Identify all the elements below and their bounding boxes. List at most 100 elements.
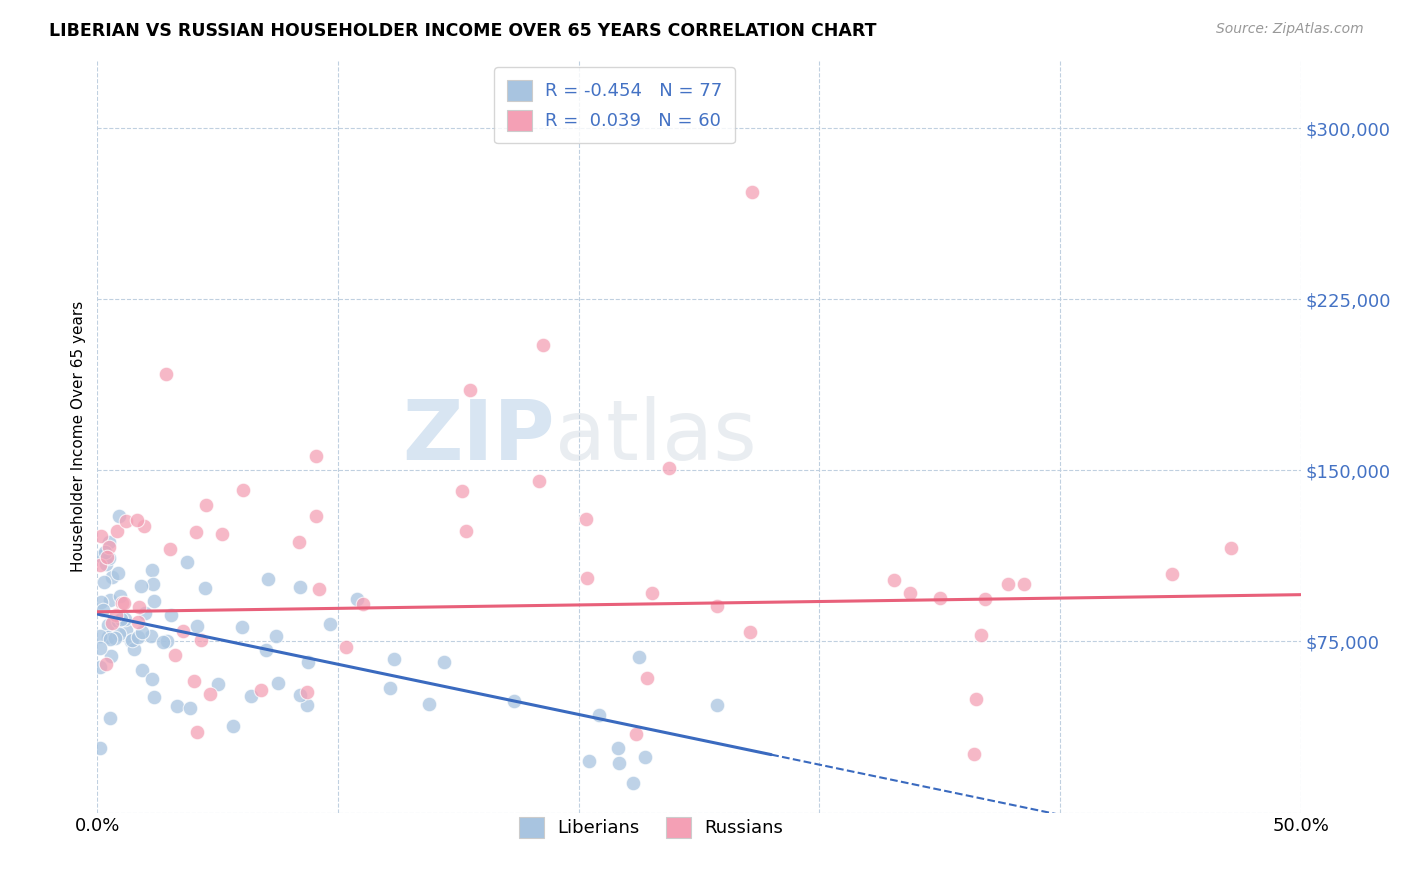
Point (974, 591, 997, 606)
Point (308, 582, 330, 596)
Point (297, 655, 319, 669)
Point (89, 640, 111, 655)
Point (97, 551, 120, 566)
Point (264, 629, 287, 643)
Point (454, 524, 477, 538)
Point (141, 673, 163, 687)
Text: ZIP: ZIP (402, 395, 554, 476)
Point (104, 607, 127, 622)
Point (200, 687, 222, 701)
Point (186, 524, 208, 539)
Y-axis label: Householder Income Over 65 years: Householder Income Over 65 years (72, 301, 86, 572)
Point (578, 754, 600, 768)
Point (297, 698, 319, 713)
Point (142, 576, 165, 591)
Point (641, 586, 664, 600)
Point (141, 629, 163, 643)
Point (1161, 567, 1184, 582)
Point (152, 635, 174, 649)
Text: LIBERIAN VS RUSSIAN HOUSEHOLDER INCOME OVER 65 YEARS CORRELATION CHART: LIBERIAN VS RUSSIAN HOUSEHOLDER INCOME O… (49, 22, 877, 40)
Point (100, 632, 122, 646)
Point (254, 643, 277, 657)
Point (297, 685, 319, 699)
Legend: Liberians, Russians: Liberians, Russians (512, 810, 790, 845)
Text: atlas: atlas (554, 395, 756, 476)
Point (575, 571, 598, 585)
Point (207, 677, 229, 691)
Point (172, 624, 194, 639)
Point (96, 630, 118, 644)
Point (627, 650, 650, 665)
Point (94, 545, 117, 559)
Point (107, 615, 129, 629)
Point (460, 384, 482, 398)
Point (239, 689, 262, 703)
Point (183, 673, 205, 688)
Point (231, 620, 253, 634)
Point (100, 570, 122, 584)
Point (740, 624, 762, 639)
Point (634, 750, 657, 764)
Point (89, 659, 111, 673)
Point (503, 694, 526, 708)
Point (194, 581, 217, 595)
Point (929, 591, 952, 605)
Point (257, 572, 280, 586)
Point (963, 747, 986, 762)
Point (195, 499, 218, 513)
Point (607, 740, 630, 755)
Point (93, 574, 115, 589)
Point (129, 579, 152, 593)
Point (112, 596, 135, 610)
Point (352, 598, 374, 612)
Point (142, 593, 165, 607)
Point (90, 528, 112, 542)
Point (179, 701, 201, 715)
Point (156, 634, 179, 648)
Point (378, 681, 401, 695)
Point (108, 627, 131, 641)
Point (111, 596, 134, 610)
Point (232, 483, 254, 497)
Point (965, 692, 987, 706)
Point (418, 698, 440, 712)
Point (96, 549, 118, 564)
Point (222, 719, 245, 733)
Point (114, 624, 136, 638)
Point (160, 607, 183, 622)
Point (531, 338, 554, 352)
Point (527, 474, 550, 488)
Point (451, 484, 474, 499)
Text: Source: ZipAtlas.com: Source: ZipAtlas.com (1216, 22, 1364, 37)
Point (186, 725, 208, 739)
Point (155, 367, 177, 381)
Point (98, 534, 121, 549)
Point (621, 776, 644, 790)
Point (134, 606, 156, 620)
Point (90, 549, 112, 563)
Point (104, 631, 127, 645)
Point (143, 690, 166, 705)
Point (96, 557, 118, 571)
Point (382, 652, 405, 666)
Point (115, 514, 138, 528)
Point (108, 508, 131, 523)
Point (165, 648, 187, 662)
Point (131, 663, 153, 677)
Point (288, 534, 311, 549)
Point (346, 591, 368, 606)
Point (107, 566, 129, 580)
Point (89, 629, 111, 643)
Point (1220, 541, 1243, 555)
Point (127, 615, 149, 629)
Point (288, 688, 311, 702)
Point (98, 711, 121, 725)
Point (100, 616, 122, 631)
Point (131, 624, 153, 639)
Point (658, 461, 681, 475)
Point (141, 563, 163, 577)
Point (127, 630, 149, 644)
Point (305, 509, 328, 524)
Point (105, 524, 128, 539)
Point (626, 727, 648, 741)
